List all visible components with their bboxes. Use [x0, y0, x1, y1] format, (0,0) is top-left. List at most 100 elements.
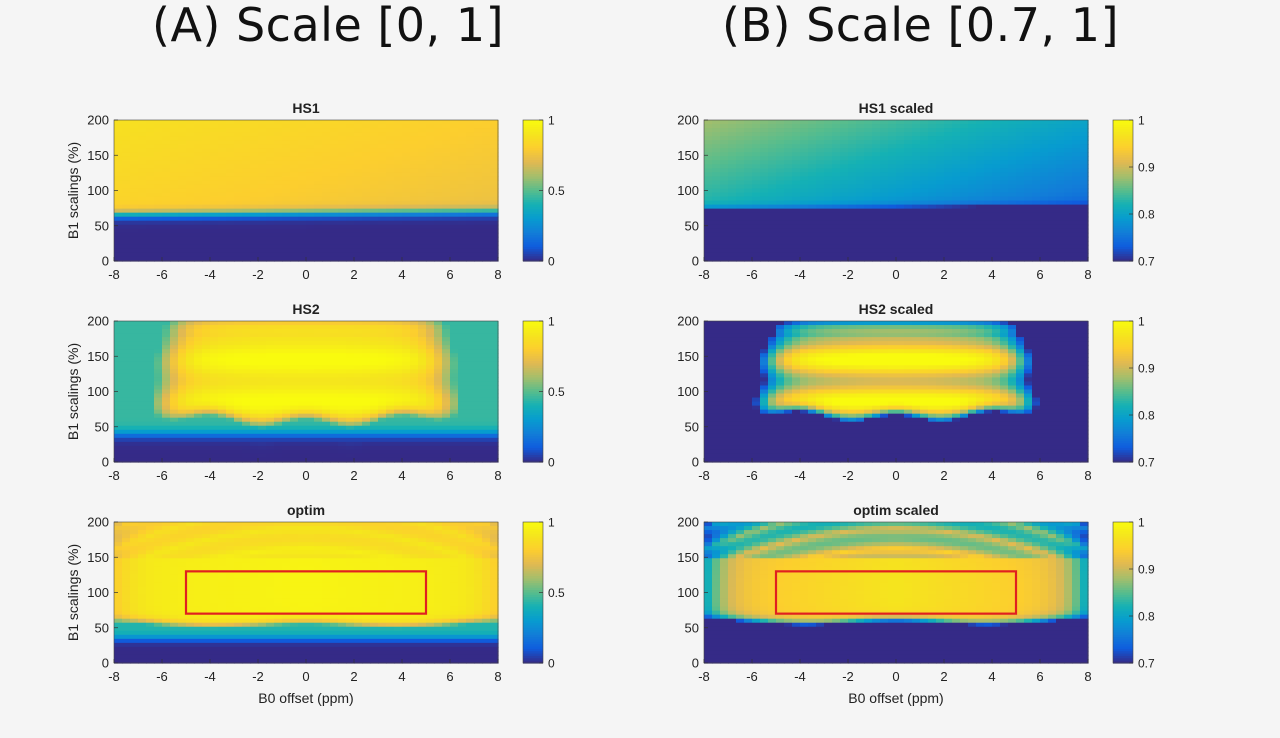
heatmap-cell [1040, 188, 1049, 194]
heatmap-cell [178, 409, 187, 415]
heatmap-cell [362, 120, 371, 125]
heatmap-cell [928, 148, 937, 153]
heatmap-cell [920, 248, 929, 254]
heatmap-cell [250, 200, 259, 206]
heatmap-cell [394, 140, 403, 145]
heatmap-cell [218, 401, 227, 407]
heatmap-cell [410, 220, 419, 226]
heatmap-cell [1064, 256, 1073, 262]
heatmap-cell [1040, 120, 1049, 125]
heatmap-cell [426, 216, 435, 222]
heatmap-cell [832, 208, 841, 214]
heatmap-cell [1048, 120, 1057, 125]
heatmap-cell [434, 405, 443, 411]
heatmap-cell [386, 128, 395, 133]
heatmap-cell [354, 369, 363, 374]
heatmap-cell [146, 172, 155, 177]
heatmap-cell [450, 164, 459, 169]
heatmap-cell [210, 413, 219, 419]
heatmap-cell [250, 248, 259, 254]
heatmap-cell [792, 148, 801, 153]
heatmap-cell [482, 240, 491, 246]
heatmap-cell [186, 168, 195, 173]
heatmap-cell [186, 373, 195, 378]
heatmap-cell [314, 184, 323, 190]
heatmap-cell [944, 212, 953, 218]
heatmap-cell [418, 228, 427, 234]
heatmap-cell [226, 341, 235, 346]
heatmap-cell [920, 192, 929, 198]
heatmap-cell [720, 160, 729, 165]
heatmap-cell [832, 120, 841, 125]
heatmap-cell [162, 160, 171, 165]
heatmap-cell [170, 248, 179, 254]
heatmap-cell [138, 140, 147, 145]
heatmap-cell [992, 216, 1001, 222]
heatmap-cell [442, 128, 451, 133]
heatmap-cell [466, 256, 475, 262]
heatmap-cell [466, 140, 475, 145]
heatmap-cell [1032, 168, 1041, 173]
heatmap-cell [880, 176, 889, 182]
heatmap-cell [314, 180, 323, 186]
heatmap-cell [808, 128, 817, 133]
heatmap-cell [218, 220, 227, 226]
heatmap-cell [1080, 220, 1089, 226]
heatmap-cell [1000, 140, 1009, 145]
heatmap-cell [474, 180, 483, 186]
heatmap-cell [880, 220, 889, 226]
heatmap-cell [226, 345, 235, 350]
heatmap-panel: HS1 scaled-8 -6 -4 -2 0 2 4 6 80501001502000.70.… [677, 100, 1155, 282]
heatmap-cell [744, 208, 753, 214]
heatmap-cell [130, 401, 139, 407]
heatmap-cell [322, 397, 331, 403]
heatmap-cell [888, 144, 897, 149]
heatmap-cell [258, 240, 267, 246]
heatmap-cell [258, 405, 267, 411]
heatmap-cell [154, 349, 163, 354]
heatmap-cell [138, 445, 147, 451]
heatmap-cell [1056, 128, 1065, 133]
heatmap-cell [418, 180, 427, 186]
heatmap-cell [170, 377, 179, 383]
heatmap-cell [808, 196, 817, 202]
heatmap-cell [242, 453, 251, 459]
heatmap-cell [298, 184, 307, 190]
heatmap-cell [242, 236, 251, 242]
heatmap-cell [122, 252, 131, 258]
heatmap-cell [146, 321, 155, 326]
heatmap-cell [386, 401, 395, 407]
heatmap-cell [146, 373, 155, 378]
heatmap-cell [418, 248, 427, 254]
heatmap-cell [888, 156, 897, 161]
colorbar-segment [523, 228, 543, 232]
heatmap-cell [202, 220, 211, 226]
heatmap-cell [290, 136, 299, 141]
heatmap-cell [330, 409, 339, 415]
heatmap-cell [776, 176, 785, 182]
heatmap-cell [354, 433, 363, 439]
heatmap-cell [122, 144, 131, 149]
heatmap-cell [752, 156, 761, 161]
heatmap-cell [426, 337, 435, 342]
heatmap-cell [266, 232, 275, 238]
heatmap-cell [442, 156, 451, 161]
heatmap-cell [402, 140, 411, 145]
heatmap-cell [736, 220, 745, 226]
heatmap-cell [808, 120, 817, 125]
heatmap-cell [162, 236, 171, 242]
heatmap-cell [728, 168, 737, 173]
heatmap-cell [242, 196, 251, 202]
heatmap-cell [370, 180, 379, 186]
heatmap-cell [776, 236, 785, 242]
heatmap-cell [122, 236, 131, 242]
heatmap-cell [410, 124, 419, 129]
heatmap-cell [1032, 196, 1041, 202]
heatmap-cell [992, 236, 1001, 242]
heatmap-cell [378, 333, 387, 338]
heatmap-cell [466, 132, 475, 137]
heatmap-cell [872, 220, 881, 226]
heatmap-cell [888, 188, 897, 194]
heatmap-cell [170, 441, 179, 447]
heatmap-cell [952, 168, 961, 173]
